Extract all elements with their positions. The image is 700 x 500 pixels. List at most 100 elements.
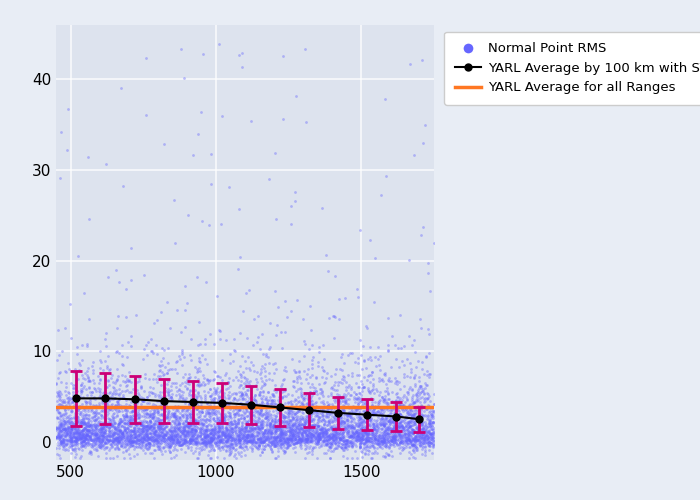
Point — [165, 440, 176, 448]
Point — [368, 375, 379, 383]
Point — [164, 415, 175, 423]
Point — [276, 440, 287, 448]
Point — [212, 442, 223, 450]
Point — [317, 414, 328, 422]
Point — [182, 411, 193, 419]
Point — [118, 428, 129, 436]
Point — [304, 442, 316, 450]
Point — [303, 417, 314, 425]
Point — [71, 434, 83, 442]
Point — [234, 381, 245, 389]
Point — [111, 440, 122, 448]
Point — [52, 430, 64, 438]
Point — [116, 417, 127, 425]
Point — [363, 430, 374, 438]
Point — [384, 433, 395, 441]
Point — [270, 434, 281, 442]
Point — [76, 438, 88, 446]
Point — [263, 434, 274, 442]
Point — [148, 433, 159, 441]
Point — [113, 396, 125, 404]
Point — [127, 442, 139, 450]
Point — [71, 432, 82, 440]
Point — [342, 444, 353, 452]
Point — [209, 430, 220, 438]
Point — [309, 416, 320, 424]
Point — [253, 333, 264, 341]
Point — [113, 395, 125, 403]
Point — [361, 402, 372, 410]
Point — [174, 423, 186, 431]
Point — [295, 420, 307, 428]
Point — [395, 421, 407, 429]
Point — [349, 430, 360, 438]
Point — [295, 429, 307, 437]
Point — [320, 434, 331, 442]
Point — [218, 414, 229, 422]
Point — [300, 45, 311, 53]
Point — [302, 436, 313, 444]
Point — [216, 423, 227, 431]
Point — [310, 408, 321, 416]
Point — [165, 424, 176, 432]
Point — [311, 436, 322, 444]
Point — [410, 424, 421, 432]
Point — [252, 385, 263, 393]
Point — [100, 328, 111, 336]
Point — [246, 434, 257, 442]
Point — [130, 408, 141, 416]
Point — [50, 380, 62, 388]
Point — [148, 436, 159, 444]
Point — [246, 383, 258, 391]
Point — [156, 416, 167, 424]
Point — [128, 415, 139, 423]
Point — [403, 402, 414, 410]
Point — [408, 434, 419, 442]
Point — [288, 413, 300, 421]
Point — [406, 438, 417, 446]
Point — [288, 440, 299, 448]
Point — [428, 438, 440, 446]
Point — [112, 434, 123, 442]
Point — [168, 412, 179, 420]
Point — [380, 432, 391, 440]
Point — [97, 436, 108, 444]
Point — [197, 436, 208, 444]
Point — [401, 426, 412, 434]
Point — [182, 418, 193, 426]
Point — [165, 382, 176, 390]
Point — [295, 444, 307, 452]
Point — [213, 399, 224, 407]
Point — [187, 436, 198, 444]
Point — [330, 438, 342, 446]
Point — [427, 434, 438, 442]
Point — [383, 421, 394, 429]
Point — [419, 421, 430, 429]
Point — [74, 361, 85, 369]
Point — [60, 437, 71, 445]
Point — [113, 434, 124, 442]
Point — [137, 407, 148, 415]
Point — [225, 436, 237, 444]
Point — [132, 436, 143, 444]
Point — [163, 427, 174, 435]
Point — [333, 393, 344, 401]
Point — [256, 438, 267, 446]
Point — [287, 404, 298, 412]
Point — [160, 424, 171, 432]
Point — [146, 426, 157, 434]
Point — [260, 411, 272, 419]
Point — [265, 445, 276, 453]
Point — [122, 353, 133, 361]
Point — [372, 400, 383, 408]
Point — [89, 436, 100, 444]
Point — [341, 424, 352, 432]
Point — [174, 441, 185, 449]
Point — [276, 430, 287, 438]
Point — [144, 428, 155, 436]
Point — [176, 425, 188, 433]
Point — [229, 436, 240, 444]
Point — [293, 436, 304, 444]
Point — [281, 440, 293, 448]
Point — [243, 399, 254, 407]
